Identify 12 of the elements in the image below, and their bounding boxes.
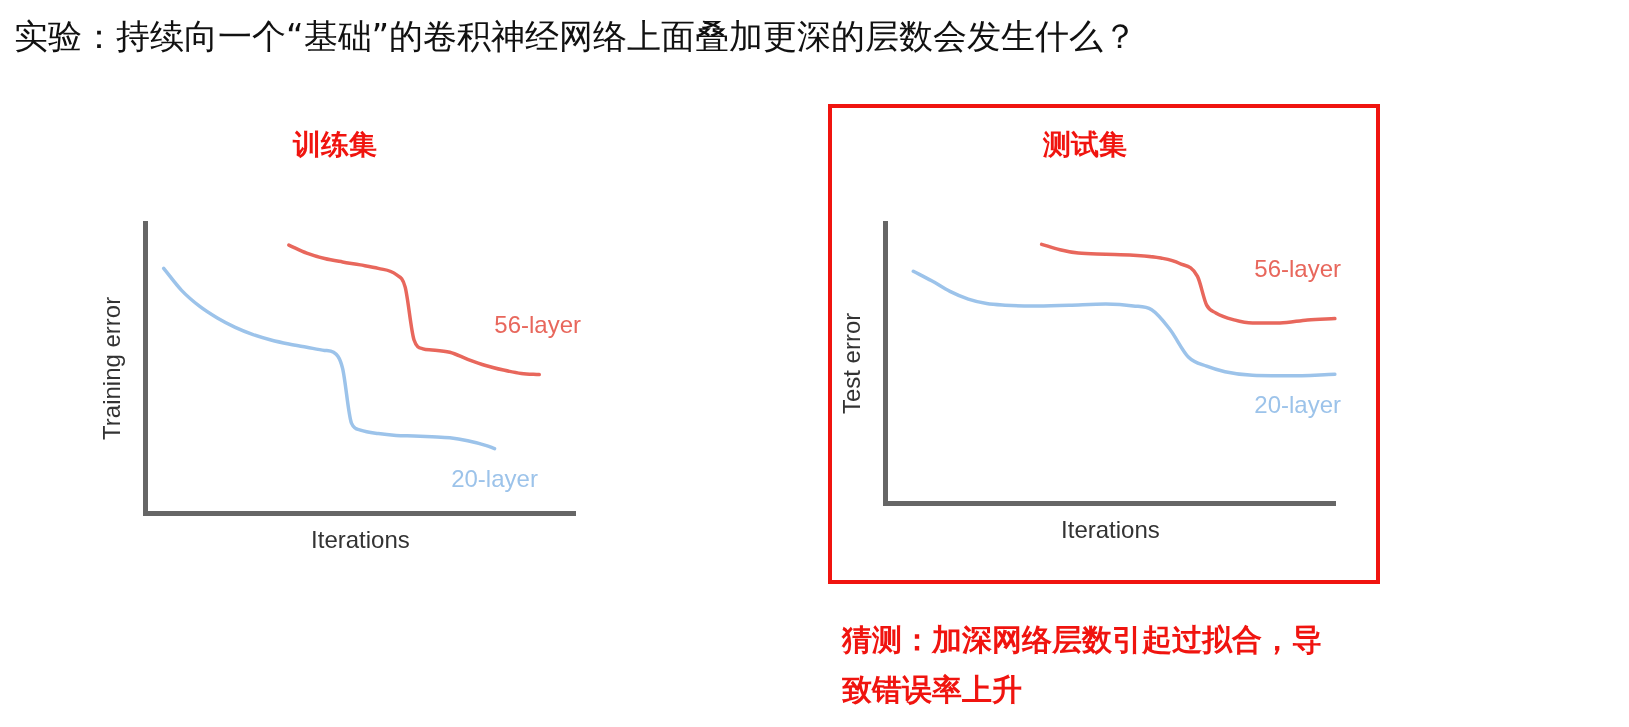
text: 猜测：加深网络层数引起过拟合，导致错误率上升	[842, 621, 1323, 709]
y-axis-title: Test error	[838, 312, 866, 415]
x-axis-title: Iterations	[1061, 516, 1160, 544]
chart-title: 训练集	[292, 128, 377, 162]
y-axis-title: Training error	[98, 296, 126, 440]
series-label: 20-layer	[1254, 390, 1342, 418]
series-label: 56-layer	[1254, 255, 1342, 283]
text: 实验：持续向一个“基础”的卷积神经网络上面叠加更深的层数会发生什么？	[14, 15, 1138, 58]
chart-title: 测试集	[1042, 128, 1127, 162]
series-label: 20-layer	[451, 465, 538, 493]
series-label: 56-layer	[494, 311, 582, 339]
x-axis-title: Iterations	[311, 526, 410, 554]
